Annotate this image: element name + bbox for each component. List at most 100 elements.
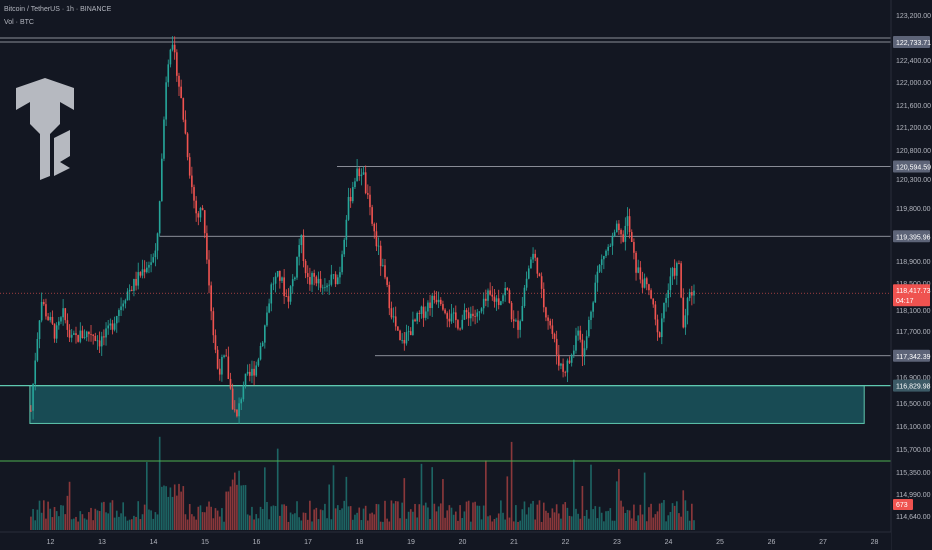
candle-body xyxy=(517,320,519,330)
volume-bar xyxy=(171,496,174,530)
candle-body xyxy=(377,245,380,247)
volume-bar xyxy=(326,518,328,530)
candle-body xyxy=(510,302,513,320)
volume-bar xyxy=(480,519,483,530)
candle-body xyxy=(244,373,247,386)
candle-body xyxy=(111,323,114,330)
candle-body xyxy=(36,338,39,361)
support-zone xyxy=(29,385,865,424)
candle-body xyxy=(154,250,157,258)
volume-bar xyxy=(266,501,268,530)
volume-bar xyxy=(176,495,178,530)
candle-body xyxy=(521,305,524,322)
candle-body xyxy=(566,360,569,373)
volume-bar xyxy=(648,507,650,530)
volume-bar xyxy=(126,520,129,530)
volume-bar xyxy=(330,519,333,530)
candle-body xyxy=(141,269,144,276)
volume-bar xyxy=(79,511,82,530)
candle-body xyxy=(384,265,386,278)
volume-bar xyxy=(208,501,210,530)
candle-body xyxy=(79,330,82,342)
candle-body xyxy=(321,287,324,289)
volume-bar xyxy=(133,515,135,530)
candle-body xyxy=(302,235,305,261)
volume-bar xyxy=(188,504,191,530)
time-tick-label: 13 xyxy=(98,539,106,546)
volume-bar xyxy=(94,508,97,530)
candle-body xyxy=(512,319,515,322)
candle-body xyxy=(607,246,609,251)
level-price-label-bg xyxy=(893,379,930,392)
volume-bar xyxy=(49,508,52,530)
candle-body xyxy=(645,278,648,285)
candle-body xyxy=(635,252,637,273)
volume-bar xyxy=(493,519,496,530)
candle-body xyxy=(575,335,577,351)
volume-bar xyxy=(641,514,644,530)
candle-body xyxy=(641,279,644,288)
volume-bar xyxy=(161,486,163,530)
candle-body xyxy=(66,320,69,330)
volume-bar xyxy=(506,476,509,530)
volume-bar xyxy=(628,510,631,530)
candle-body xyxy=(326,285,328,288)
candle-body xyxy=(598,265,601,272)
volume-bar xyxy=(156,514,159,530)
volume-bar xyxy=(221,508,223,530)
candle-body xyxy=(347,196,350,220)
candle-body xyxy=(555,338,558,355)
volume-bar xyxy=(654,514,657,530)
candle-body xyxy=(332,274,335,276)
volume-bar xyxy=(360,520,363,530)
volume-bar xyxy=(242,485,245,530)
volume-bar xyxy=(442,479,444,530)
volume-bar xyxy=(542,502,545,530)
volume-bar xyxy=(328,484,331,530)
volume-bar xyxy=(51,517,54,530)
volume-bar xyxy=(107,513,109,530)
candle-body xyxy=(519,321,521,330)
candle-body xyxy=(128,289,131,292)
volume-bar xyxy=(150,510,152,530)
volume-bar xyxy=(75,516,77,530)
volume-bar xyxy=(264,467,266,530)
volume-bar xyxy=(341,508,343,530)
volume-bar xyxy=(459,505,461,530)
volume-bar xyxy=(665,521,667,530)
candle-body xyxy=(349,196,352,202)
volume-bar xyxy=(579,518,582,530)
candle-body xyxy=(34,360,37,384)
volume-bar xyxy=(540,521,543,530)
volume-bar xyxy=(364,505,367,530)
volume-bar xyxy=(193,516,195,530)
candle-body xyxy=(30,410,32,412)
volume-legend[interactable]: Vol · BTC xyxy=(4,19,34,26)
candle-body xyxy=(478,311,481,313)
candle-body xyxy=(90,334,92,335)
symbol-title[interactable]: Bitcoin / TetherUS · 1h · BINANCE xyxy=(4,6,112,13)
candle-body xyxy=(105,328,107,338)
candle-body xyxy=(684,315,687,328)
time-tick-label: 28 xyxy=(871,539,879,546)
time-tick-label: 24 xyxy=(665,539,673,546)
candle-body xyxy=(407,331,410,333)
volume-bar xyxy=(588,518,590,530)
candle-body xyxy=(388,284,391,309)
candle-body xyxy=(306,273,309,278)
volume-bar xyxy=(405,518,408,530)
volume-bar xyxy=(45,518,47,530)
volume-bar xyxy=(186,519,189,530)
candle-body xyxy=(156,233,159,251)
time-axis xyxy=(0,532,891,550)
candle-body xyxy=(628,216,631,233)
level-price-label: 120,594.59 xyxy=(896,164,931,171)
volume-bar xyxy=(448,505,451,530)
candle-body xyxy=(472,313,474,317)
candle-body xyxy=(206,233,208,260)
volume-bar xyxy=(424,502,427,530)
price-tick-label: 114,990.00 xyxy=(896,492,931,499)
time-tick-label: 27 xyxy=(819,539,827,546)
